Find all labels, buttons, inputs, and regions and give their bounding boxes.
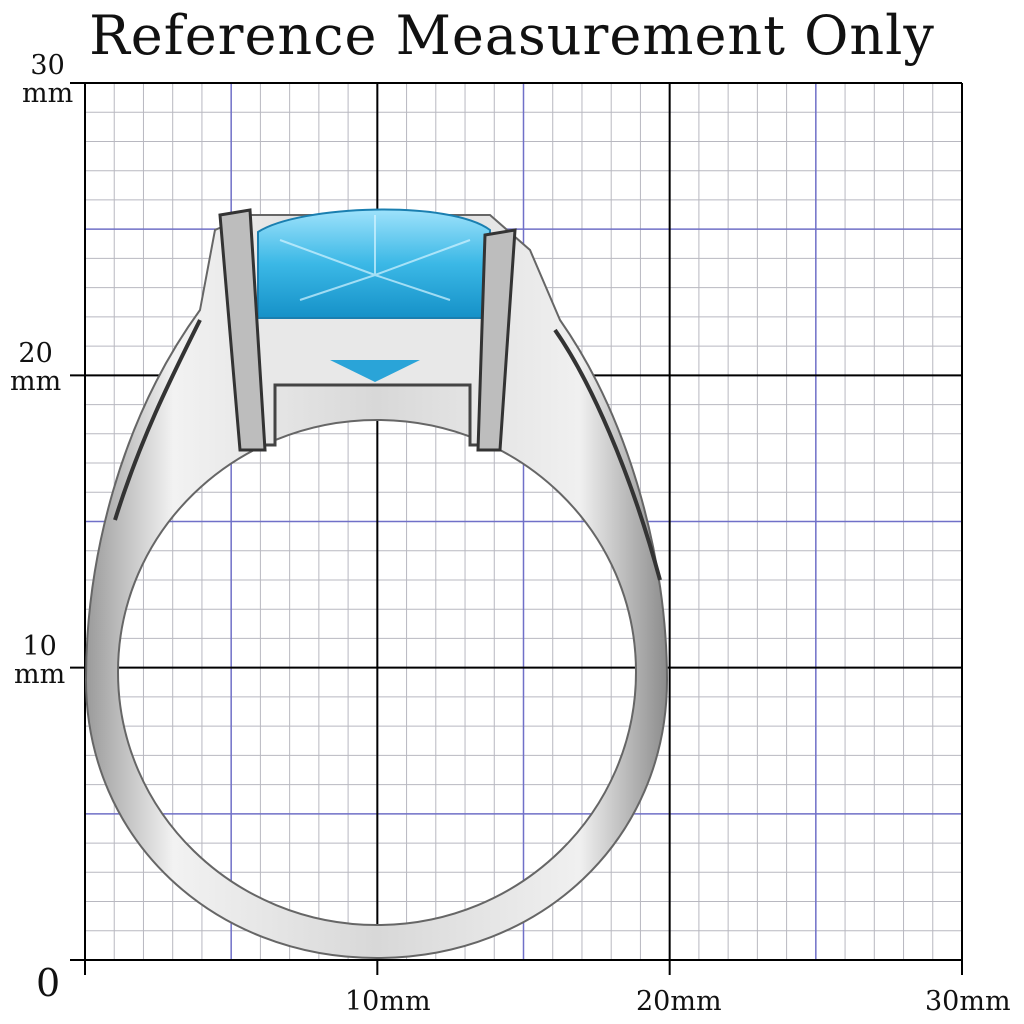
origin-label: 0	[36, 961, 61, 1005]
y-label-value: 10	[22, 631, 57, 662]
y-label-unit: mm	[22, 78, 74, 109]
gem-underside	[330, 360, 420, 382]
y-label-10: 10 mm	[14, 633, 65, 689]
prong-right	[476, 228, 517, 452]
y-label-unit: mm	[10, 366, 62, 397]
prong-left	[218, 208, 267, 452]
y-label-30: 30 mm	[22, 52, 73, 108]
y-label-value: 20	[18, 338, 53, 369]
x-label-10: 10mm	[345, 986, 431, 1017]
y-label-20: 20 mm	[10, 340, 61, 396]
gem-facets	[279, 215, 471, 301]
y-label-unit: mm	[14, 659, 66, 690]
x-label-20: 20mm	[636, 986, 722, 1017]
x-label-30: 30mm	[925, 986, 1011, 1017]
shoulder-detail	[113, 319, 662, 581]
page-title: Reference Measurement Only	[89, 4, 935, 67]
y-label-value: 30	[30, 50, 65, 81]
ring	[84, 208, 669, 960]
